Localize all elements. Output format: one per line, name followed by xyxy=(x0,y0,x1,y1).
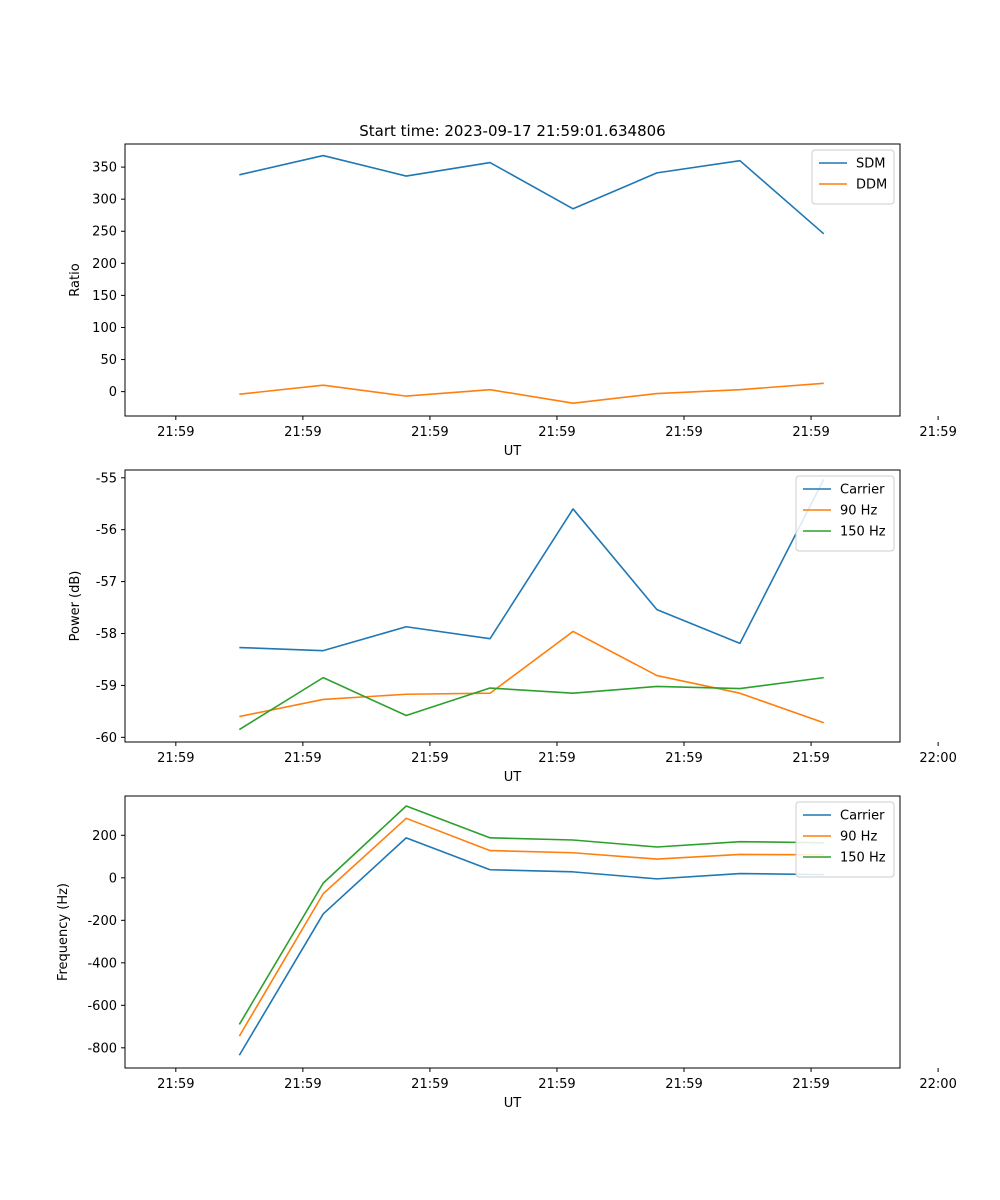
legend-label-carrier: Carrier xyxy=(840,483,885,498)
y-tick-label: 250 xyxy=(92,225,117,240)
chart-panel-1: 0 50 100 150 200 250 300 350 21:59 21:59 21:59 21:5… xyxy=(68,122,957,459)
y-tick-label: -200 xyxy=(87,914,117,929)
x-tick-label: 21:59 xyxy=(792,1077,829,1092)
x-tick-label: 21:59 xyxy=(284,751,321,766)
y-tick-label: 300 xyxy=(92,193,117,208)
y-tick-label: -56 xyxy=(96,523,117,538)
x-tick-label: 21:59 xyxy=(538,1077,575,1092)
chart-panel-2: -60 -59 -58 -57 -56 -55 21:59 21:59 21:59 21:59 21… xyxy=(68,469,957,785)
y-tick-label: 150 xyxy=(92,289,117,304)
y-tick-label: -600 xyxy=(87,999,117,1014)
series-line-carrier xyxy=(238,837,824,1056)
series-line-ddm xyxy=(239,382,824,404)
y-axis-label: Ratio xyxy=(68,263,83,296)
legend-label-sdm: SDM xyxy=(856,157,885,172)
axes-frame xyxy=(124,469,901,743)
x-tick-label: 21:59 xyxy=(411,751,448,766)
legend: SDM DDM xyxy=(811,149,895,205)
x-tick-label: 21:59 xyxy=(538,751,575,766)
x-tick-label: 21:59 xyxy=(665,1077,702,1092)
x-tick-label: 21:59 xyxy=(665,425,702,440)
y-axis-label: Power (dB) xyxy=(68,571,83,642)
legend-label-ddm: DDM xyxy=(856,178,887,193)
x-tick-label: 21:59 xyxy=(411,425,448,440)
chart-panel-3: -800 -600 -400 -200 0 200 21:59 21:59 21:59 21:59… xyxy=(56,795,957,1111)
y-tick-label: 0 xyxy=(109,385,117,400)
y-tick-label: 0 xyxy=(109,871,117,886)
legend-label-90-hz: 90 Hz xyxy=(840,504,877,519)
chart-title: Start time: 2023-09-17 21:59:01.634806 xyxy=(359,122,665,140)
y-axis-label: Frequency (Hz) xyxy=(56,883,71,981)
legend: Carrier 90 Hz 150 Hz xyxy=(795,475,895,552)
y-tick-label: -800 xyxy=(87,1041,117,1056)
legend-label-150-hz: 150 Hz xyxy=(840,525,886,540)
x-axis-label: UT xyxy=(504,770,522,785)
y-tick-label: 50 xyxy=(100,353,117,368)
x-tick-label: 21:59 xyxy=(284,1077,321,1092)
legend-box xyxy=(795,801,895,878)
x-axis-label: UT xyxy=(504,444,522,459)
y-tick-label: -59 xyxy=(96,679,117,694)
y-tick-label: -400 xyxy=(87,956,117,971)
y-tick-label: -60 xyxy=(96,731,117,746)
legend-label-carrier: Carrier xyxy=(840,809,885,824)
series-line-90-hz xyxy=(238,817,824,1037)
x-tick-label: 21:59 xyxy=(157,425,194,440)
x-tick-label: 21:59 xyxy=(665,751,702,766)
y-tick-label: 200 xyxy=(92,829,117,844)
x-tick-label: 21:59 xyxy=(411,1077,448,1092)
y-tick-label: -55 xyxy=(96,471,117,486)
legend-box xyxy=(795,475,895,552)
x-tick-label: 21:59 xyxy=(919,425,956,440)
y-tick-label: 200 xyxy=(92,257,117,272)
x-tick-label: 22:00 xyxy=(919,751,956,766)
x-axis-label: UT xyxy=(504,1096,522,1111)
legend-label-90-hz: 90 Hz xyxy=(840,830,877,845)
series-line-sdm xyxy=(239,154,825,235)
x-tick-label: 21:59 xyxy=(792,751,829,766)
axes-frame xyxy=(124,795,901,1069)
series-line-90-hz xyxy=(239,630,825,724)
axes-frame xyxy=(124,143,901,417)
legend-label-150-hz: 150 Hz xyxy=(840,851,886,866)
x-tick-label: 21:59 xyxy=(157,1077,194,1092)
x-tick-label: 21:59 xyxy=(538,425,575,440)
y-tick-label: 350 xyxy=(92,161,117,176)
x-tick-label: 22:00 xyxy=(919,1077,956,1092)
x-tick-label: 21:59 xyxy=(157,751,194,766)
x-tick-label: 21:59 xyxy=(284,425,321,440)
series-line-carrier xyxy=(239,478,825,652)
y-tick-label: 100 xyxy=(92,321,117,336)
x-tick-label: 21:59 xyxy=(792,425,829,440)
series-line-150-hz xyxy=(238,676,824,731)
y-tick-label: -58 xyxy=(96,627,117,642)
series-line-150-hz xyxy=(238,805,824,1025)
charts-root: 0 50 100 150 200 250 300 350 21:59 21:59 21:59 21:5… xyxy=(56,122,957,1111)
y-tick-label: -57 xyxy=(96,575,117,590)
legend: Carrier 90 Hz 150 Hz xyxy=(795,801,895,878)
